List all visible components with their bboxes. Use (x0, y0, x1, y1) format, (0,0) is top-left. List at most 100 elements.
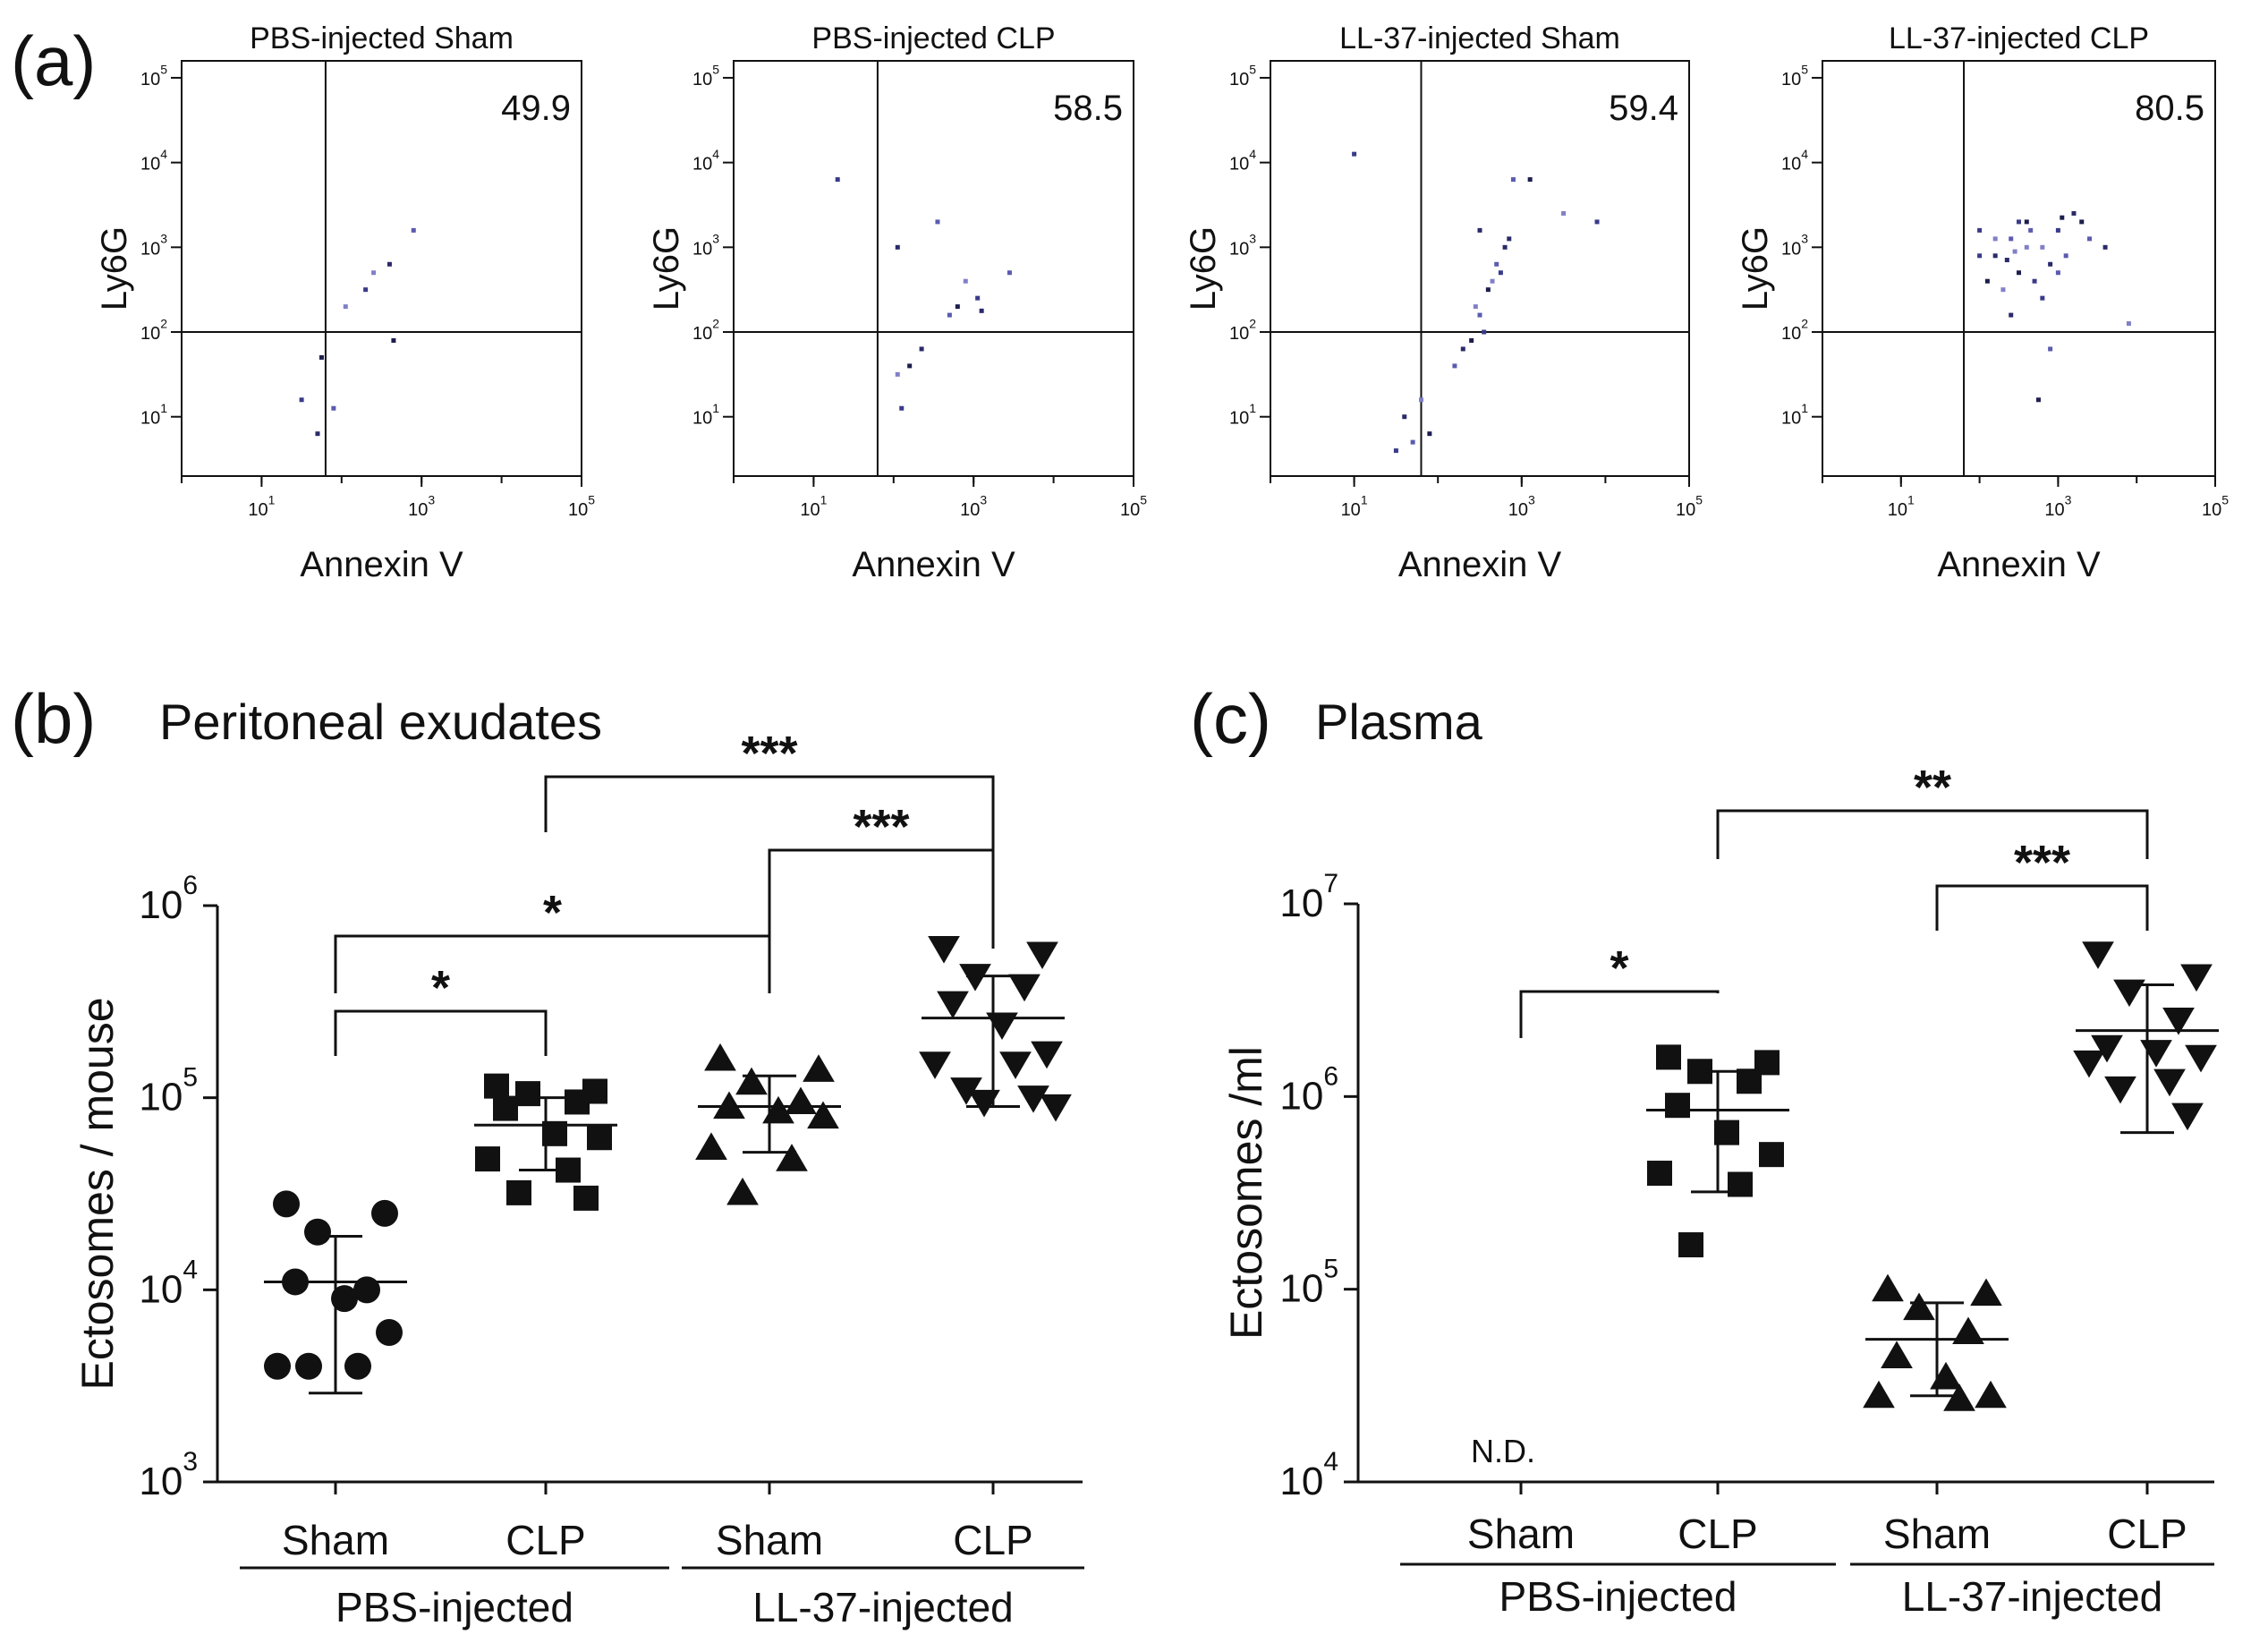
x-axis-label: Annexin V (1937, 545, 2101, 584)
y-tick-label: 102 (692, 316, 719, 344)
event-dot (2004, 258, 2009, 263)
category-label: Sham (716, 1517, 823, 1563)
data-point (2185, 1044, 2217, 1073)
data-point (2073, 1050, 2105, 1078)
event-dot (331, 405, 336, 411)
series-2 (1646, 1044, 1789, 1258)
event-dot (919, 346, 924, 352)
event-dot (2063, 253, 2068, 259)
not-detected-label: N.D. (1471, 1433, 1535, 1469)
data-point (1656, 1044, 1681, 1070)
event-dot (2017, 270, 2021, 276)
data-point (493, 1095, 518, 1121)
event-dot (1485, 287, 1491, 293)
y-tick-label: 106 (1279, 1061, 1338, 1118)
y-tick-label: 105 (1229, 62, 1256, 89)
y-axis-label: Ly6G (1184, 226, 1223, 311)
group-label: LL-37-injected (752, 1584, 1014, 1630)
series-1 (264, 1190, 407, 1395)
event-dot (835, 177, 840, 183)
event-dot (963, 278, 968, 284)
data-point (506, 1179, 531, 1205)
event-dot (1561, 210, 1567, 216)
x-tick-label: 101 (800, 492, 827, 520)
data-point (515, 1081, 540, 1107)
y-axis-label: Ectosomes / mouse (72, 997, 123, 1390)
event-dot (1477, 227, 1482, 233)
data-point (304, 1218, 331, 1246)
flow-plot-2: PBS-injected CLP 58.5 101 103 105 101 102 103 10… (647, 21, 1147, 584)
data-point (1040, 1094, 1072, 1122)
y-tick-label: 105 (692, 62, 719, 89)
event-dot (2024, 244, 2029, 250)
x-axis-label: Annexin V (852, 545, 1015, 584)
significance-bracket (768, 848, 995, 949)
data-point (999, 1051, 1032, 1079)
y-tick-label: 104 (692, 147, 719, 175)
data-point (587, 1125, 612, 1151)
data-point (959, 964, 991, 992)
event-dot (955, 304, 960, 310)
category-label: Sham (282, 1517, 389, 1563)
event-dot (1477, 312, 1482, 318)
significance-label: * (431, 961, 450, 1015)
chart-title: Plasma (1315, 694, 1483, 750)
data-point (1665, 1093, 1690, 1119)
event-dot (1510, 177, 1516, 183)
quadrant-value: 80.5 (2135, 89, 2204, 128)
significance-bracket (1519, 990, 1720, 1038)
data-point (2082, 941, 2114, 969)
data-point (484, 1073, 509, 1099)
y-tick-label: 102 (1229, 316, 1256, 344)
quadrant-value: 58.5 (1053, 89, 1123, 128)
event-dot (315, 431, 320, 437)
data-point (968, 1089, 1000, 1118)
group-label: PBS-injected (336, 1584, 573, 1630)
data-point (1930, 1361, 1962, 1390)
event-dot (1473, 304, 1478, 310)
y-tick-label: 104 (139, 1255, 198, 1311)
event-dot (371, 270, 377, 276)
y-tick-label: 102 (1781, 316, 1808, 344)
event-dot (2087, 236, 2093, 242)
event-dot (319, 354, 324, 360)
x-axis-label: Annexin V (300, 545, 463, 584)
flow-plot-frame (181, 60, 582, 477)
event-dot (1469, 337, 1474, 343)
chart-title: Peritoneal exudates (159, 694, 602, 750)
quadrant-value: 59.4 (1609, 89, 1678, 128)
y-tick-label: 105 (139, 1063, 198, 1119)
y-tick-label: 106 (139, 871, 198, 927)
event-dot (2012, 249, 2017, 254)
x-tick-label: 101 (1341, 492, 1368, 520)
event-dot (1507, 236, 1512, 242)
significance-bracket (1716, 809, 2149, 859)
significance-label: *** (2014, 836, 2070, 890)
data-point (1008, 974, 1041, 1002)
series-2 (474, 1073, 617, 1211)
y-tick-label: 107 (1279, 869, 1338, 925)
data-point (2091, 1034, 2123, 1063)
data-point (2162, 1008, 2195, 1035)
panel-label-c: (c) (1190, 679, 1271, 758)
y-tick-label: 104 (1781, 147, 1808, 175)
significance-bracket (334, 934, 771, 993)
flow-plot-3: LL-37-injected Sham 59.4 101 103 105 101 102 10… (1184, 21, 1703, 584)
event-dot (2040, 244, 2045, 250)
significance-label: ** (1914, 761, 1951, 814)
data-point (2171, 1102, 2204, 1131)
event-dot (2017, 219, 2021, 225)
event-dot (895, 244, 900, 250)
event-dot (935, 219, 940, 225)
category-label: CLP (2107, 1511, 2187, 1557)
event-dot (1494, 261, 1499, 267)
event-dot (391, 337, 396, 343)
data-point (344, 1352, 371, 1380)
data-point (785, 1086, 817, 1115)
data-point (735, 1067, 768, 1095)
data-point (2180, 964, 2213, 992)
data-point (573, 1185, 599, 1211)
event-dot (386, 261, 392, 267)
y-tick-label: 101 (1229, 401, 1256, 429)
